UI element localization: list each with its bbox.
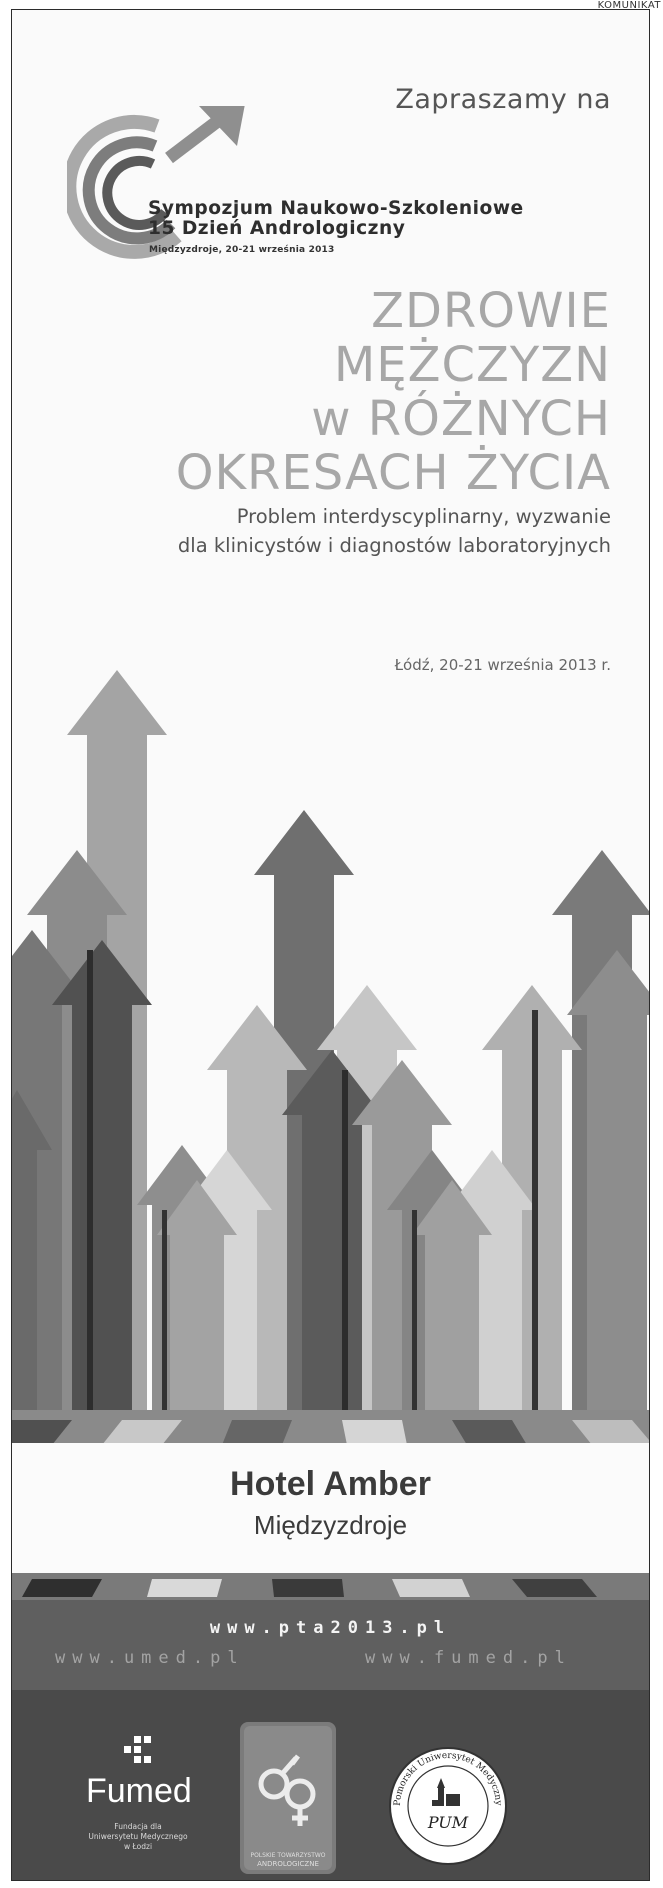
subtitle-line1: Problem interdyscyplinarny, wyzwanie bbox=[236, 505, 611, 528]
fumed-sub-line1: Fundacja dla bbox=[114, 1822, 162, 1831]
pum-seal: Pomorski Uniwersytet Medyczny w Szczecin… bbox=[386, 1744, 507, 1865]
symposium-title-line1: Sympozjum Naukowo-Szkoleniowe bbox=[148, 197, 524, 219]
hotel-city: Międzyzdroje bbox=[253, 1510, 408, 1540]
symposium-logo bbox=[67, 106, 245, 259]
pta-symbol-icon bbox=[258, 1754, 316, 1826]
pta-sub-line1: POLSKIE TOWARZYSTWO bbox=[250, 1852, 326, 1859]
fumed-name: Fumed bbox=[86, 1772, 192, 1810]
headline-line2: MĘŻCZYZN bbox=[333, 337, 611, 393]
corner-tag: KOMUNIKAT bbox=[597, 0, 661, 11]
headline-line1: ZDROWIE bbox=[371, 283, 611, 339]
invite-text: Zapraszamy na bbox=[395, 84, 611, 115]
venue-band bbox=[12, 1443, 649, 1573]
symposium-subtitle: Międzyzdroje, 20-21 września 2013 bbox=[149, 245, 335, 255]
pum-initials: PUM bbox=[427, 1813, 469, 1832]
subtitle: Problem interdyscyplinarny, wyzwanie dla… bbox=[178, 502, 611, 560]
headline-line4: OKRESACH ŻYCIA bbox=[175, 445, 611, 501]
url-fumed[interactable]: www.fumed.pl bbox=[365, 1648, 572, 1668]
pta-logo bbox=[240, 1722, 336, 1874]
castle-icon bbox=[432, 1778, 460, 1806]
url-umed[interactable]: www.umed.pl bbox=[55, 1648, 245, 1668]
floor-stripes bbox=[12, 1410, 649, 1450]
subtitle-line2: dla klinicystów i diagnostów laboratoryj… bbox=[177, 534, 611, 557]
male-symbol-icon bbox=[67, 106, 245, 259]
fumed-sub-line2: Uniwersytetu Medycznego bbox=[88, 1832, 188, 1841]
fumed-sub-line3: w Łodzi bbox=[123, 1842, 153, 1851]
symposium-title-line2: 15 Dzień Andrologiczny bbox=[148, 217, 406, 239]
rising-arrows-illustration bbox=[12, 670, 649, 1450]
event-date: Łódź, 20-21 września 2013 r. bbox=[394, 656, 611, 674]
poster: Zapraszamy na Sympozjum Naukowo-Szkoleni… bbox=[11, 9, 650, 1881]
url-main[interactable]: www.pta2013.pl bbox=[209, 1618, 452, 1638]
pta-sub-line2: ANDROLOGICZNE bbox=[257, 1860, 319, 1868]
divider-stripes bbox=[12, 1573, 649, 1603]
hotel-name: Hotel Amber bbox=[230, 1465, 431, 1503]
pta-subtitle: POLSKIE TOWARZYSTWO ANDROLOGICZNE bbox=[244, 1852, 332, 1868]
headline-line3: w RÓŻNYCH bbox=[311, 391, 611, 447]
url-band bbox=[12, 1600, 649, 1690]
symposium-title: Sympozjum Naukowo-Szkoleniowe 15 Dzień A… bbox=[148, 198, 524, 238]
headline: ZDROWIE MĘŻCZYZN w RÓŻNYCH OKRESACH ŻYCI… bbox=[176, 284, 611, 500]
fumed-logo-icon bbox=[124, 1736, 151, 1763]
fumed-subtitle: Fundacja dla Uniwersytetu Medycznego w Ł… bbox=[86, 1822, 190, 1852]
